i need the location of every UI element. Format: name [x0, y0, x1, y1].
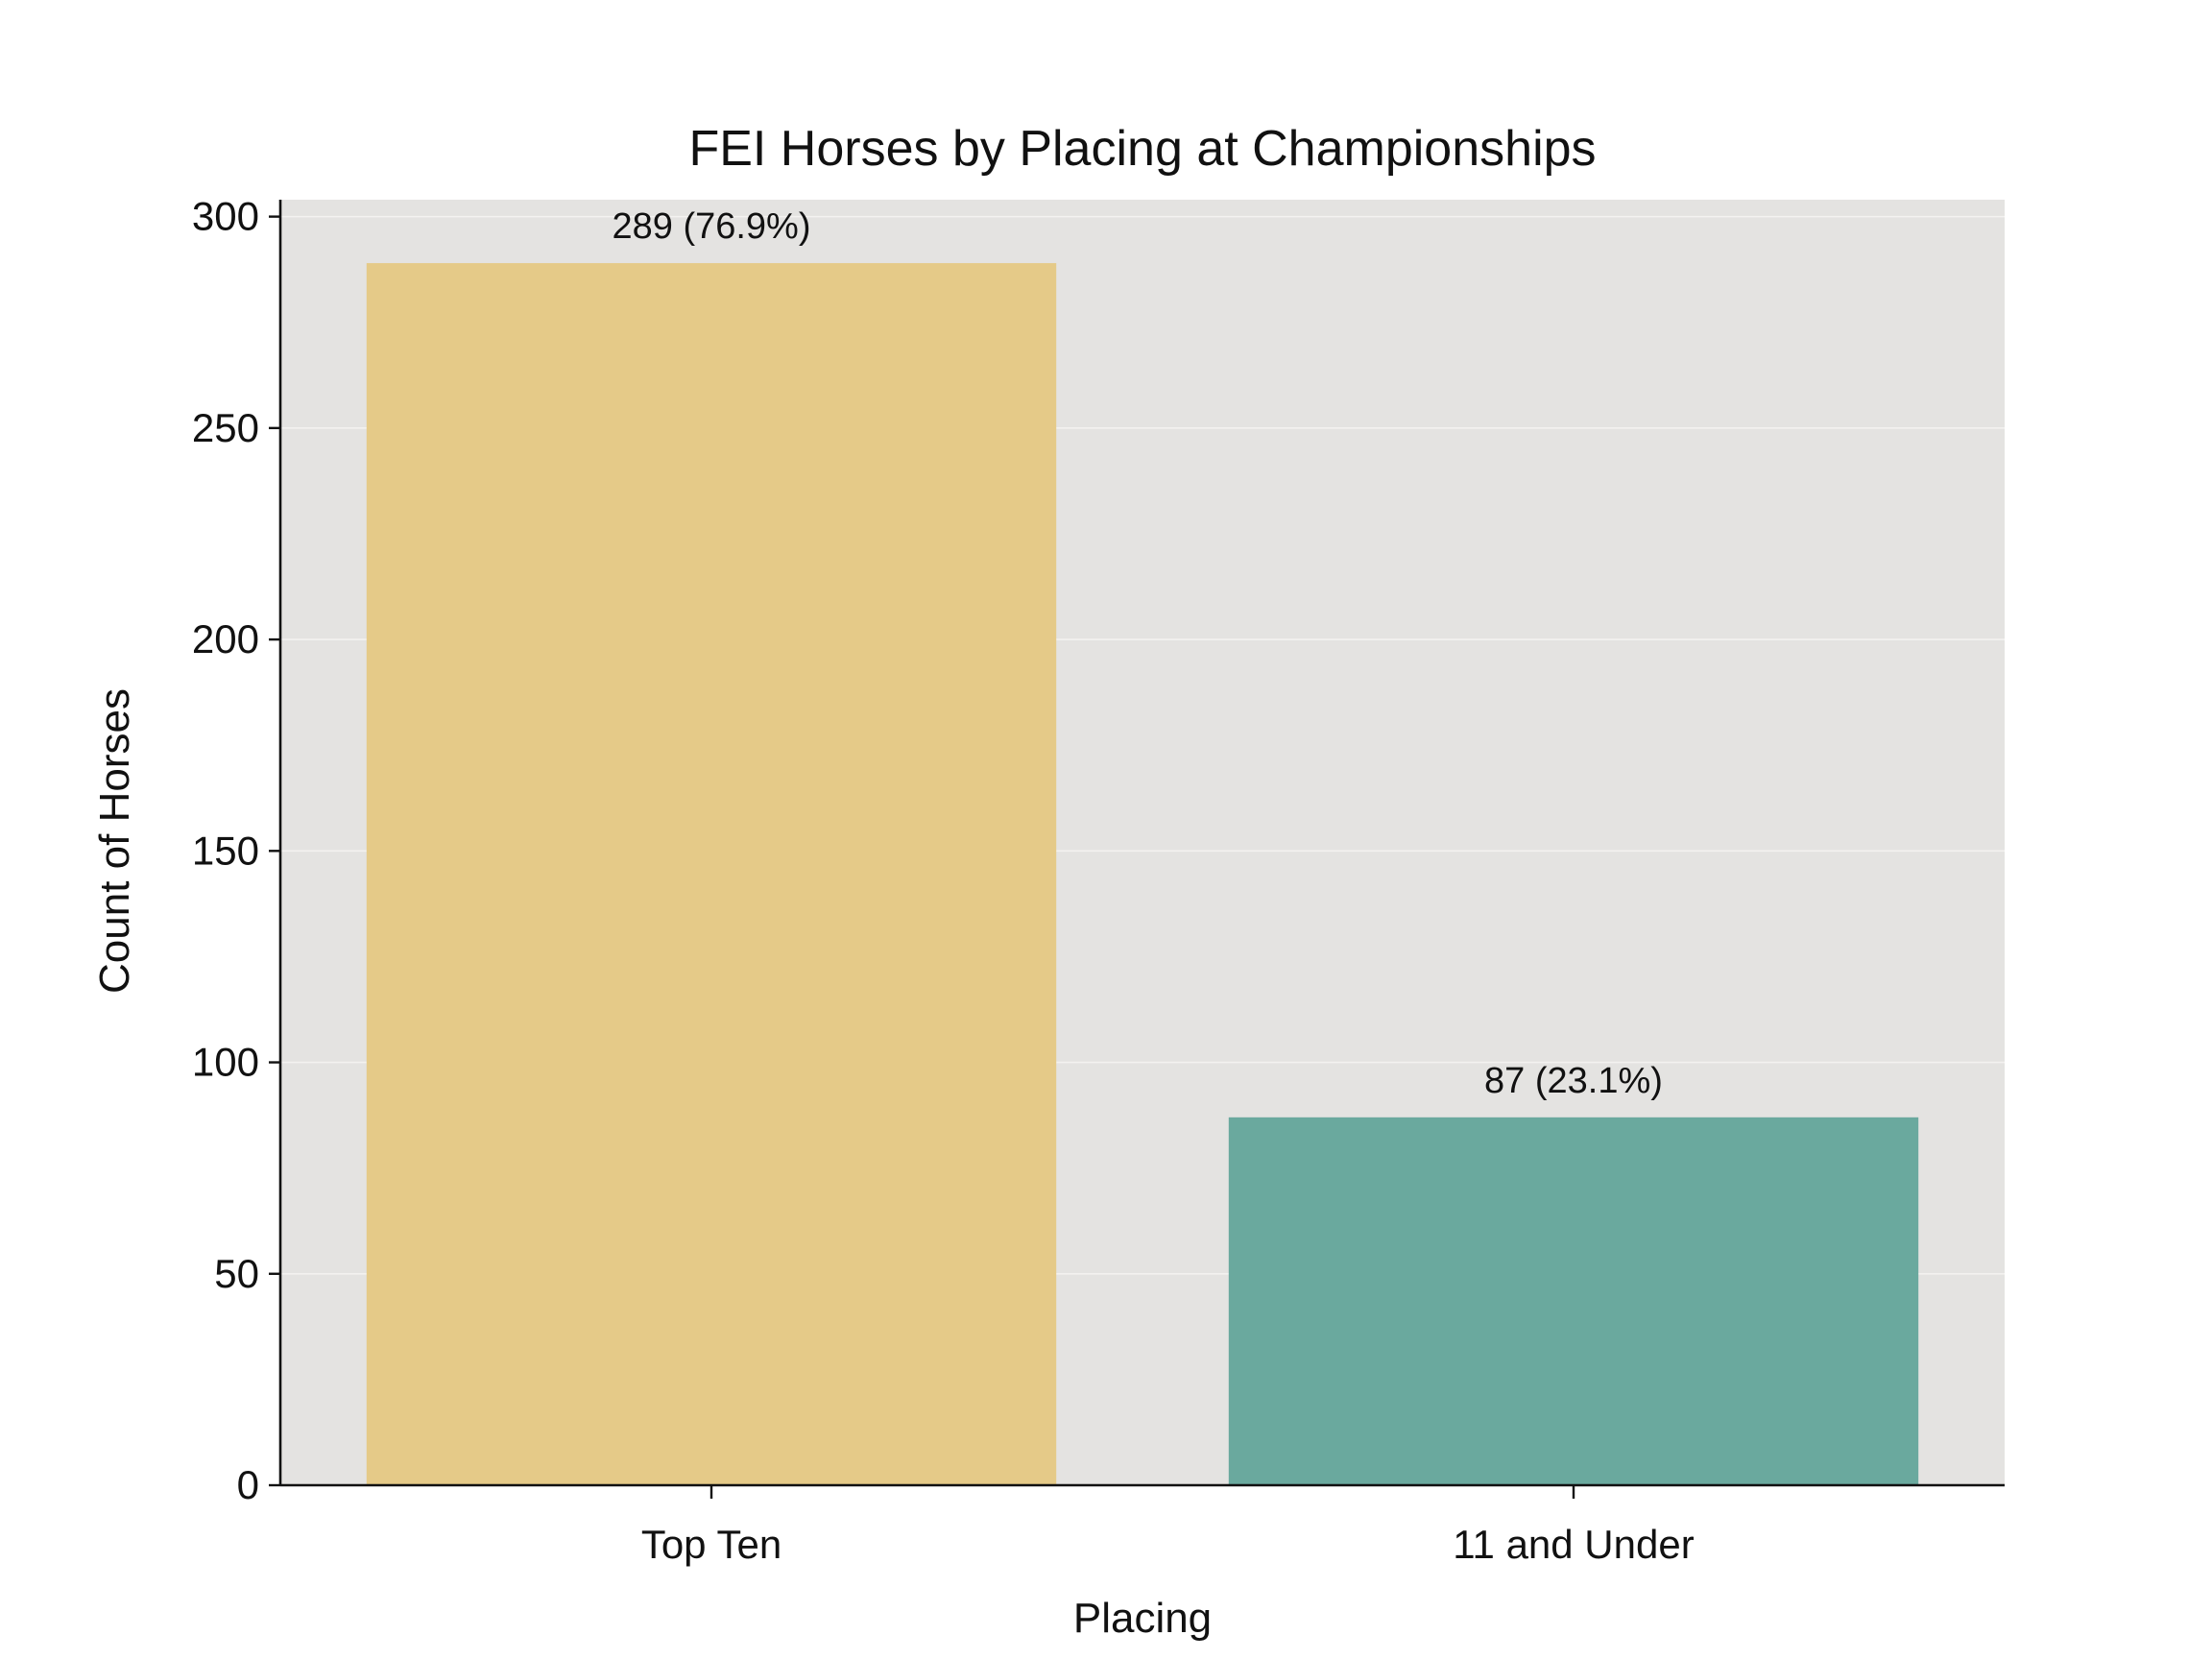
bar-top-ten — [366, 263, 1057, 1485]
y-tick-label: 150 — [192, 828, 259, 873]
y-tick-label: 50 — [214, 1251, 259, 1296]
y-axis-label: Count of Horses — [91, 688, 138, 994]
y-tick-label: 200 — [192, 616, 259, 661]
bars — [366, 263, 1919, 1485]
bar-value-label: 87 (23.1%) — [1484, 1061, 1663, 1101]
chart-title: FEI Horses by Placing at Championships — [688, 121, 1596, 177]
bar-11-and-under — [1228, 1117, 1919, 1485]
y-tick-label: 0 — [237, 1462, 259, 1507]
y-tick-label: 250 — [192, 405, 259, 450]
y-tick-label: 100 — [192, 1040, 259, 1085]
x-axis-ticks: Top Ten 11 and Under — [641, 1485, 1695, 1567]
bar-value-label: 289 (76.9%) — [612, 206, 810, 247]
data-labels: 289 (76.9%) 87 (23.1%) — [612, 206, 1662, 1101]
x-tick-label: Top Ten — [641, 1522, 781, 1567]
y-axis-ticks: 0 50 100 150 200 250 300 — [192, 194, 280, 1507]
x-axis-label: Placing — [1073, 1595, 1212, 1642]
x-tick-label: 11 and Under — [1453, 1522, 1694, 1567]
y-tick-label: 300 — [192, 194, 259, 239]
